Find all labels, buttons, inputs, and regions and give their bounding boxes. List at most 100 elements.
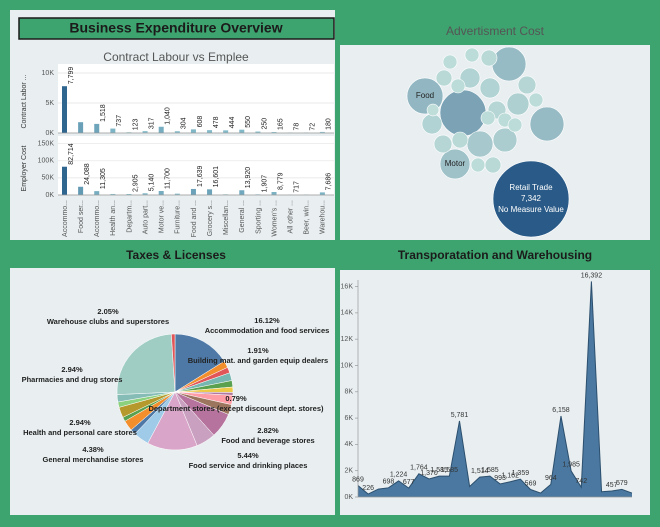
x-tick-label: Auto part... — [142, 200, 149, 234]
data-label: 165 — [277, 118, 284, 130]
x-tick-label: Miscellan... — [223, 200, 230, 235]
pie-category: Food and beverage stores — [221, 436, 314, 445]
bar — [62, 86, 67, 133]
bubble — [466, 130, 494, 158]
data-label: 16,392 — [581, 272, 603, 279]
dashboard-title: Business Expenditure Overview — [69, 20, 282, 36]
data-label: 7,799 — [68, 67, 75, 85]
bar — [239, 190, 245, 195]
bar — [190, 129, 196, 133]
y-tick-label: 10K — [341, 362, 354, 369]
y-tick-label: 8K — [344, 389, 353, 396]
pie-category: Food service and drinking places — [189, 461, 308, 470]
data-label: 82,714 — [68, 143, 75, 165]
pie-slice — [116, 333, 176, 395]
data-label: 123 — [132, 118, 139, 130]
bubble — [528, 92, 544, 108]
y-tick-label: 5K — [45, 100, 54, 107]
data-label: 1,370 — [420, 470, 438, 477]
bar — [142, 131, 148, 133]
x-tick-label: Health an... — [110, 200, 117, 236]
data-label: 72 — [310, 123, 317, 131]
bar — [62, 166, 67, 195]
plot-area — [58, 64, 334, 133]
x-tick-label: Sporting ... — [255, 200, 262, 234]
y-tick-label: 0K — [45, 130, 54, 137]
pie-category: Department stores (except discount dept.… — [148, 404, 324, 413]
data-label: 78 — [293, 123, 300, 131]
pie-category: Building mat. and garden equip dealers — [188, 356, 328, 365]
x-tick-label: General ... — [239, 200, 246, 233]
data-label: 457 — [606, 482, 618, 489]
bubble — [492, 127, 518, 153]
bubble — [480, 110, 496, 126]
bar — [126, 132, 132, 133]
x-tick-label: Food ser... — [78, 200, 85, 233]
pie-percent: 1.91% — [247, 346, 269, 355]
x-tick-label: Accommo... — [62, 200, 69, 237]
x-tick-label: Women's ... — [271, 200, 278, 237]
bar — [174, 131, 180, 133]
bar — [158, 126, 164, 133]
data-label: 5,140 — [148, 174, 155, 192]
data-label: 550 — [245, 116, 252, 128]
data-label: 16,601 — [213, 166, 220, 188]
pie-category: General merchandise stores — [43, 455, 144, 464]
data-label: 250 — [261, 118, 268, 130]
x-tick-label: Food and ... — [191, 200, 198, 237]
pie-percent: 2.94% — [61, 365, 83, 374]
pie-percent: 5.44% — [237, 451, 259, 460]
bubble-label: Food — [416, 91, 434, 100]
bubble — [470, 157, 486, 173]
pie-percent: 2.82% — [257, 426, 279, 435]
axis-title: Contract Labor ... — [21, 74, 28, 128]
x-tick-label: Beer, win... — [304, 200, 311, 235]
data-label: 5,781 — [451, 412, 469, 419]
area-fill — [358, 281, 632, 497]
pie-category: Pharmacies and drug stores — [22, 375, 123, 384]
data-label: 13,920 — [245, 167, 252, 189]
data-label: 317 — [148, 117, 155, 129]
y-tick-label: 14K — [341, 310, 354, 317]
x-tick-label: Furniture... — [175, 200, 182, 234]
data-label: 1,585 — [430, 467, 448, 474]
bubble — [506, 92, 530, 116]
bar — [271, 191, 277, 195]
data-label: 1,514 — [471, 468, 489, 475]
bubble — [442, 54, 458, 70]
bar — [223, 130, 229, 133]
bubble — [480, 49, 498, 67]
data-label: 737 — [116, 115, 123, 127]
chart-title: Taxes & Licenses — [126, 248, 226, 262]
axis-title: Employer Cost — [21, 145, 28, 191]
data-label: 579 — [616, 480, 628, 487]
pie-percent: 2.05% — [97, 307, 119, 316]
pie-percent: 2.94% — [69, 418, 91, 427]
x-tick-label: Departm... — [126, 200, 133, 233]
x-tick-label: Warehou... — [320, 200, 327, 234]
data-label: 717 — [293, 181, 300, 193]
bar — [319, 131, 325, 133]
bar — [190, 188, 196, 195]
bubble — [529, 106, 565, 142]
bubble — [421, 113, 443, 135]
data-label: 2,905 — [132, 174, 139, 192]
bubble — [451, 131, 469, 149]
data-label: 226 — [362, 485, 374, 492]
data-label: 1,585 — [481, 467, 499, 474]
bar — [207, 189, 213, 195]
bar — [174, 193, 180, 195]
bubble — [484, 156, 502, 174]
bar — [319, 192, 325, 195]
bar — [142, 193, 148, 195]
bar — [94, 123, 100, 133]
data-label: 17,639 — [197, 165, 204, 187]
bubble — [439, 89, 487, 137]
pie-category: Accommodation and food services — [205, 326, 330, 335]
data-label: 698 — [383, 479, 395, 486]
bar — [94, 191, 100, 195]
data-label: 608 — [197, 116, 204, 128]
x-tick-label: Grocery s... — [207, 200, 214, 236]
data-label: 11,700 — [165, 168, 172, 189]
